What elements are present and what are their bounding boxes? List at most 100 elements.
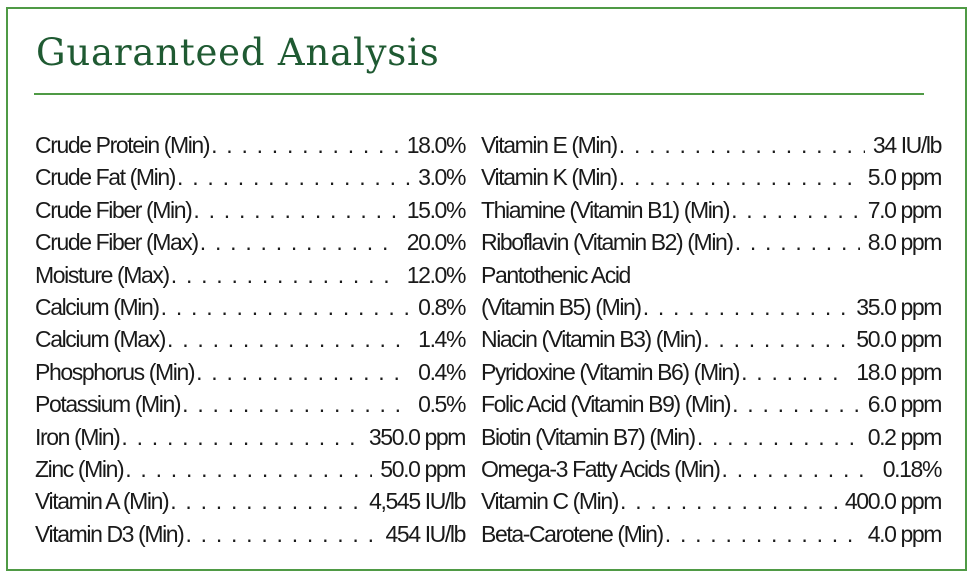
nutrient-value: 4.0 ppm <box>867 520 943 547</box>
nutrient-row: Beta-Carotene (Min) 4.0 ppm <box>481 518 943 550</box>
nutrient-name: Pantothenic Acid <box>481 261 631 288</box>
nutrient-value: 50.0 ppm <box>856 326 942 353</box>
dot-leader <box>171 259 399 291</box>
nutrient-row: Phosphorus (Min) 0.4% <box>35 356 466 388</box>
nutrient-name: Crude Fat (Min) <box>35 164 176 191</box>
nutrient-value: 6.0 ppm <box>867 391 943 418</box>
nutrient-row: Pantothenic Acid <box>481 259 941 291</box>
dot-leader <box>193 194 398 226</box>
nutrient-name: Calcium (Min) <box>35 293 160 320</box>
nutrient-name: Moisture (Max) <box>35 261 170 288</box>
nutrient-name: Crude Protein (Min) <box>35 132 210 158</box>
nutrient-row: Crude Fiber (Min) 15.0% <box>35 194 466 226</box>
nutrient-row: Calcium (Max) 1.4% <box>35 323 466 355</box>
nutrient-name: Calcium (Max) <box>35 326 166 353</box>
dot-leader <box>741 356 848 388</box>
nutrient-value: 4,545 IU/lb <box>369 488 466 515</box>
left-nutrient-column: Crude Protein (Min) 18.0% Crude Fat (Min) 3… <box>35 129 467 550</box>
nutrient-value: 12.0% <box>406 261 467 288</box>
dot-leader <box>619 129 865 161</box>
nutrient-name: Crude Fiber (Min) <box>35 196 193 223</box>
dot-leader <box>665 518 860 550</box>
dot-leader <box>211 129 399 161</box>
nutrient-row: Pyridoxine (Vitamin B6) (Min) 18.0 ppm <box>481 356 942 388</box>
nutrient-value: 1.4% <box>418 326 466 353</box>
nutrient-value: 35.0 ppm <box>856 293 942 320</box>
nutrient-row: Biotin (Vitamin B7) (Min) 0.2 ppm <box>481 421 942 453</box>
nutrient-row: Vitamin D3 (Min) 454 IU/lb <box>35 518 467 550</box>
nutrient-value: 34 IU/lb <box>872 132 942 158</box>
nutrient-name: Phosphorus (Min) <box>35 358 196 385</box>
nutrient-row: Vitamin C (Min) 400.0 ppm <box>481 485 942 517</box>
dot-leader <box>125 453 372 485</box>
dot-leader <box>620 485 837 517</box>
nutrient-value: 0.5% <box>418 391 466 418</box>
dot-leader <box>722 453 875 485</box>
dot-leader <box>735 226 860 258</box>
dot-leader <box>200 226 399 258</box>
nutrient-value: 50.0 ppm <box>380 455 466 482</box>
nutrient-name: Crude Fiber (Max) <box>35 229 199 256</box>
nutrient-row: Zinc (Min) 50.0 ppm <box>35 453 466 485</box>
nutrient-value: 454 IU/lb <box>385 520 467 547</box>
nutrient-value: 5.0 ppm <box>867 164 943 191</box>
nutrient-row: Iron (Min) 350.0 ppm <box>35 421 466 453</box>
nutrient-value: 18.0% <box>406 132 467 158</box>
nutrient-row: Potassium (Min) 0.5% <box>35 388 466 420</box>
dot-leader <box>185 518 377 550</box>
nutrient-name: Omega-3 Fatty Acids (Min) <box>481 455 721 482</box>
nutrient-name: Vitamin D3 (Min) <box>35 520 185 547</box>
dot-leader <box>170 485 361 517</box>
right-nutrient-column: Vitamin E (Min) 34 IU/lb Vitamin K (Min) 5.… <box>481 129 943 550</box>
nutrient-row: Niacin (Vitamin B3) (Min) 50.0 ppm <box>481 323 942 355</box>
nutrient-name: Vitamin A (Min) <box>35 488 170 515</box>
nutrient-value: 18.0 ppm <box>856 358 942 385</box>
nutrient-name: Biotin (Vitamin B7) (Min) <box>481 423 696 450</box>
nutrient-name: Vitamin C (Min) <box>481 488 619 515</box>
dot-leader <box>732 388 860 420</box>
nutrient-name: Potassium (Min) <box>35 391 182 418</box>
nutrient-row: (Vitamin B5) (Min) 35.0 ppm <box>481 291 942 323</box>
nutrient-value: 8.0 ppm <box>867 229 943 256</box>
nutrient-row: Vitamin E (Min) 34 IU/lb <box>481 129 942 161</box>
nutrient-name: Vitamin E (Min) <box>481 132 618 158</box>
nutrient-name: (Vitamin B5) (Min) <box>481 293 642 320</box>
nutrient-row: Vitamin A (Min) 4,545 IU/lb <box>35 485 466 517</box>
nutrient-name: Beta-Carotene (Min) <box>481 520 664 547</box>
nutrient-value: 20.0% <box>406 229 467 256</box>
nutrient-name: Niacin (Vitamin B3) (Min) <box>481 326 703 353</box>
dot-leader <box>177 161 410 193</box>
nutrient-row: Crude Fiber (Max) 20.0% <box>35 226 467 258</box>
dot-leader <box>703 323 848 355</box>
nutrient-row: Riboflavin (Vitamin B2) (Min) 8.0 ppm <box>481 226 943 258</box>
dot-leader <box>619 161 860 193</box>
panel-title: Guaranteed Analysis <box>36 31 440 74</box>
dot-leader <box>731 194 860 226</box>
nutrient-row: Vitamin K (Min) 5.0 ppm <box>481 161 943 193</box>
nutrient-value: 3.0% <box>418 164 466 191</box>
dot-leader <box>161 291 411 323</box>
dot-leader <box>697 421 860 453</box>
nutrient-row: Crude Protein (Min) 18.0% <box>35 129 467 161</box>
nutrient-name: Iron (Min) <box>35 423 121 450</box>
dot-leader <box>167 323 410 355</box>
dot-leader <box>196 356 410 388</box>
nutrient-row: Calcium (Min) 0.8% <box>35 291 466 323</box>
nutrient-row: Crude Fat (Min) 3.0% <box>35 161 466 193</box>
nutrient-row: Moisture (Max) 12.0% <box>35 259 467 291</box>
nutrient-value: 7.0 ppm <box>867 196 943 223</box>
nutrient-value: 400.0 ppm <box>844 488 942 515</box>
nutrient-row: Omega-3 Fatty Acids (Min) 0.18% <box>481 453 943 485</box>
nutrient-value: 0.18% <box>882 455 943 482</box>
dot-leader <box>643 291 849 323</box>
nutrient-row: Thiamine (Vitamin B1) (Min) 7.0 ppm <box>481 194 943 226</box>
nutrient-name: Riboflavin (Vitamin B2) (Min) <box>481 229 734 256</box>
nutrient-row: Folic Acid (Vitamin B9) (Min) 6.0 ppm <box>481 388 943 420</box>
nutrient-name: Thiamine (Vitamin B1) (Min) <box>481 196 730 223</box>
dot-leader <box>121 421 361 453</box>
nutrient-value: 350.0 ppm <box>368 423 466 450</box>
dot-leader <box>182 388 410 420</box>
nutrient-name: Folic Acid (Vitamin B9) (Min) <box>481 391 732 418</box>
nutrient-value: 0.4% <box>418 358 466 385</box>
title-divider <box>34 93 924 95</box>
